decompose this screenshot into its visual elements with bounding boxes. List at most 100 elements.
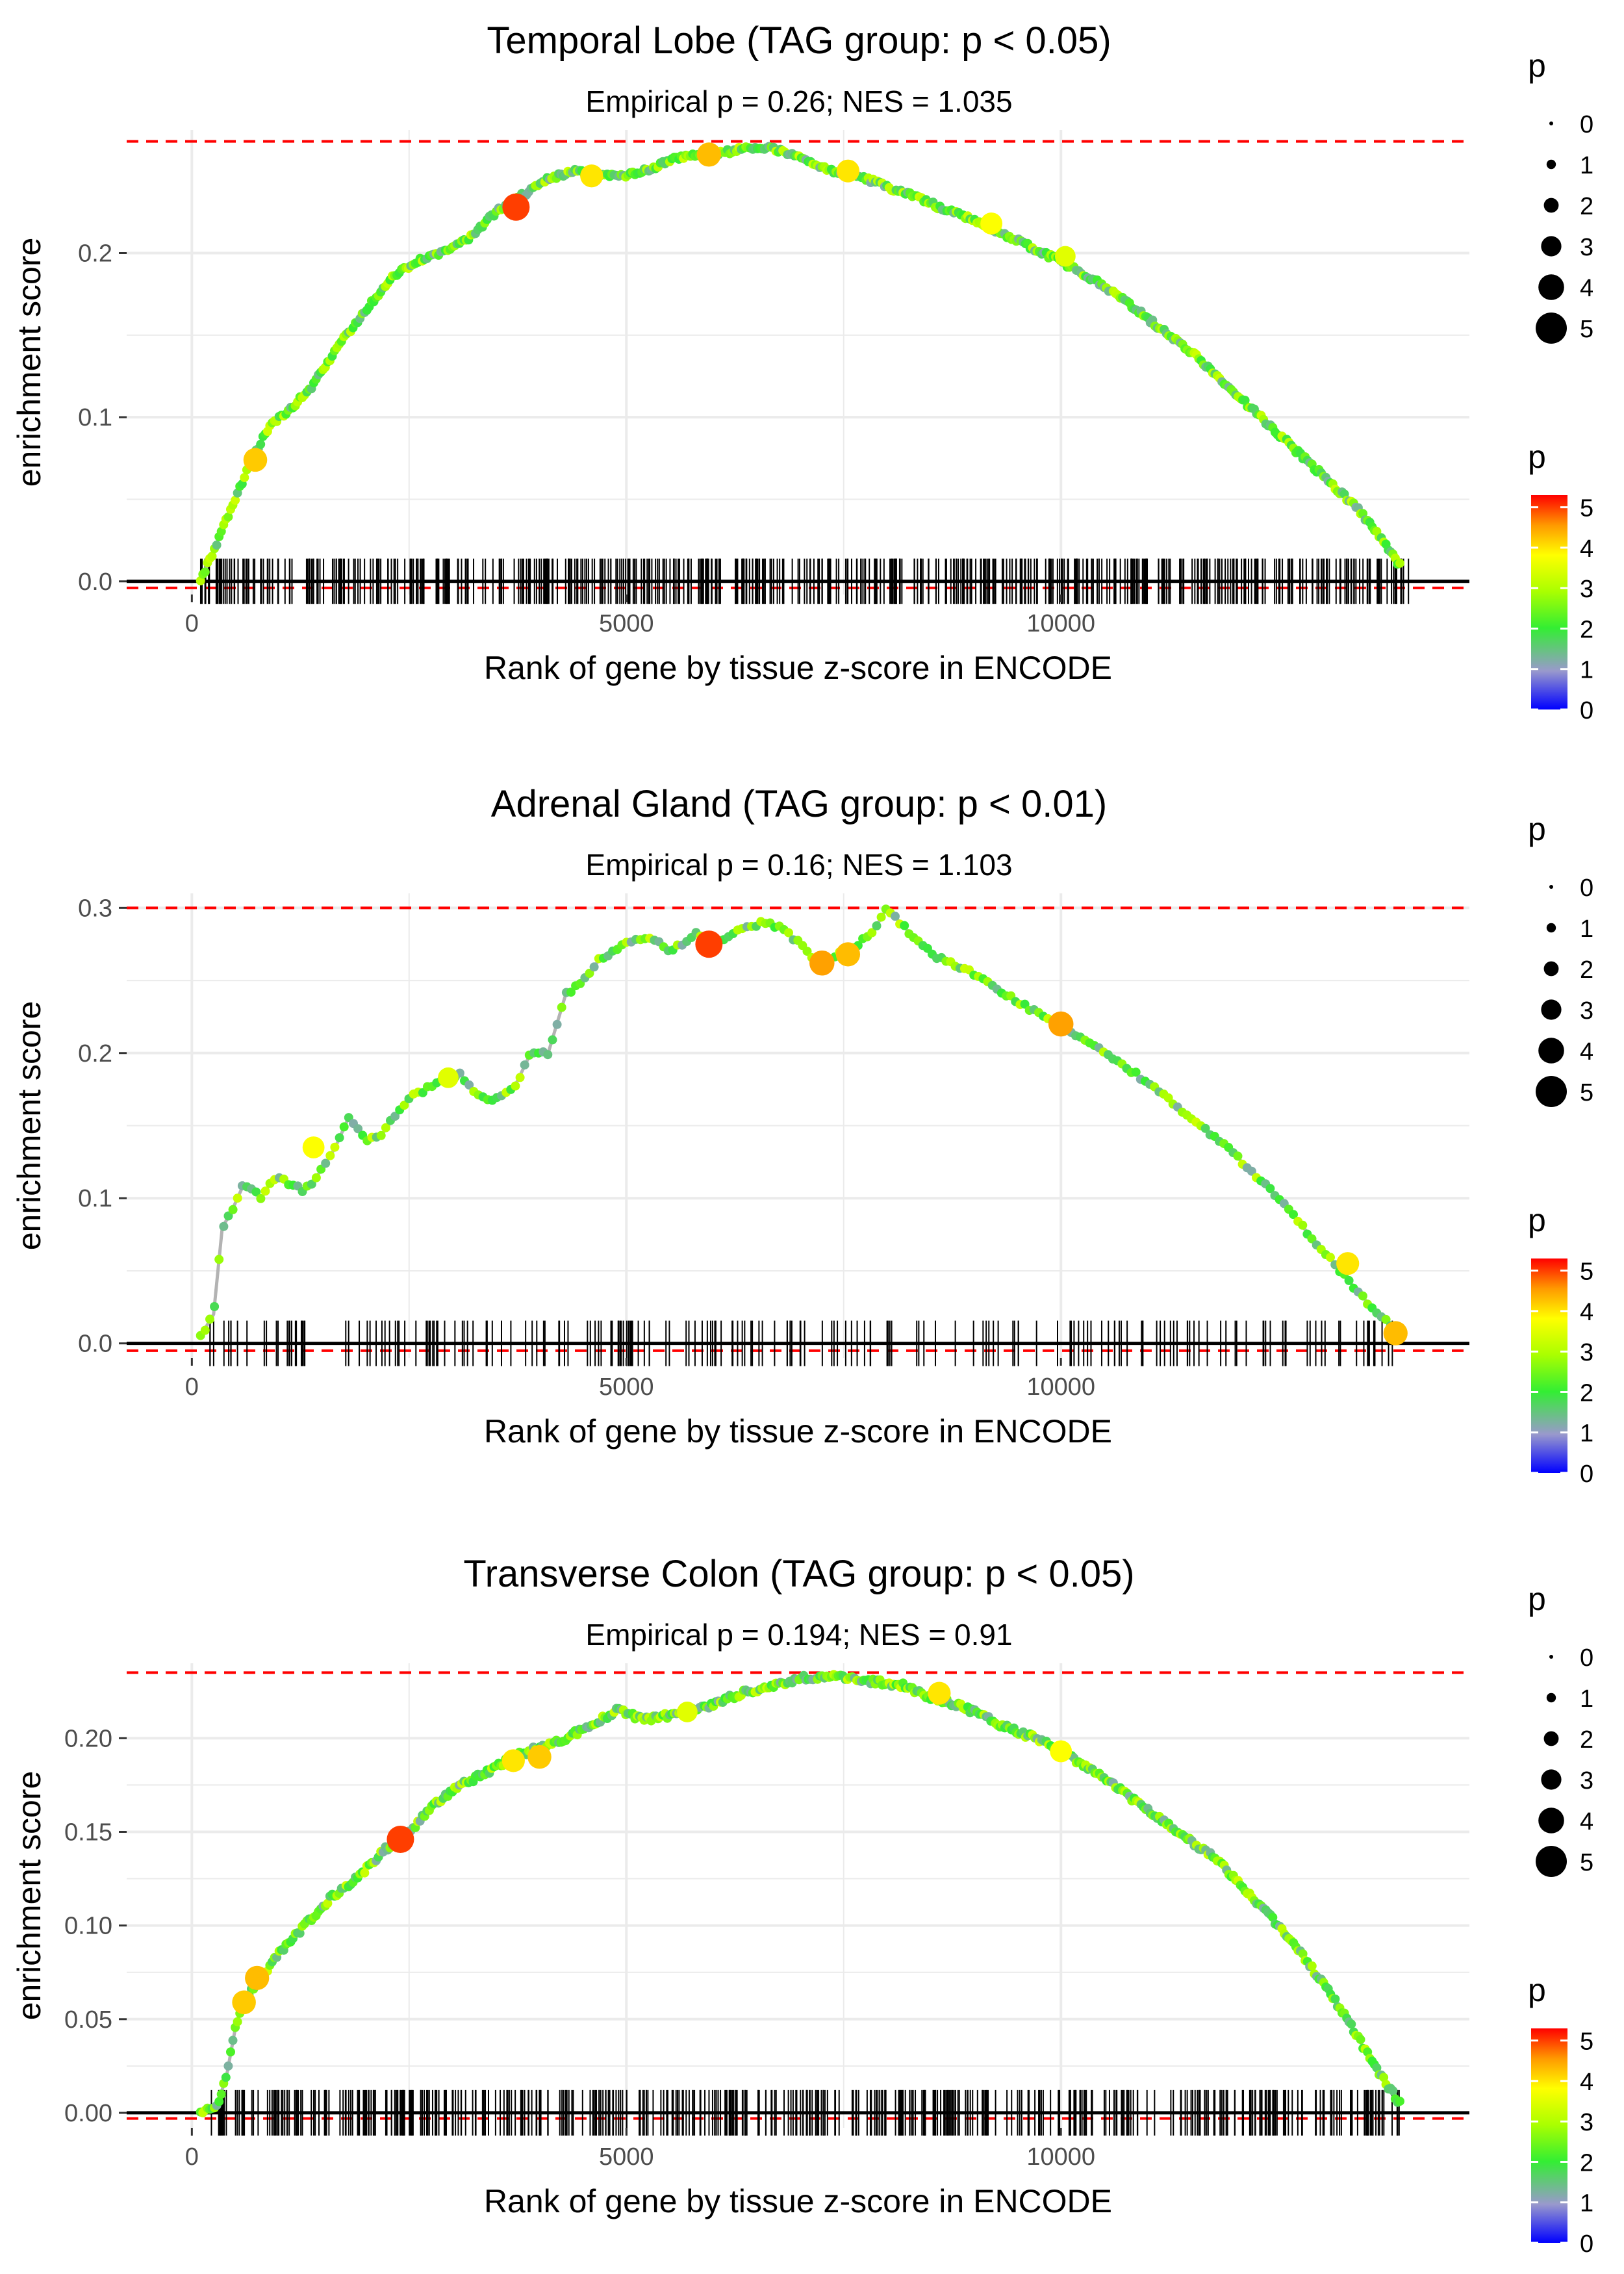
curve-point	[231, 495, 240, 505]
highlight-point	[232, 1990, 256, 2015]
curve-point	[543, 1050, 553, 1060]
highlight-point	[438, 1067, 459, 1088]
x-tick-label: 10000	[1026, 2143, 1095, 2171]
y-tick-label: 0.15	[64, 1819, 112, 1846]
chart-title: Transverse Colon (TAG group: p < 0.05)	[463, 1553, 1134, 1595]
gridlines	[127, 893, 1469, 1358]
y-tick-label: 0.0	[78, 568, 112, 596]
curve-point	[335, 1133, 344, 1143]
curve-point	[207, 552, 217, 561]
curve-point	[311, 1173, 321, 1182]
curve-point	[867, 928, 877, 938]
color-legend-label: 1	[1580, 2190, 1593, 2217]
highlight-points	[232, 1681, 1072, 2015]
color-legend-bar	[1531, 495, 1567, 709]
enrichment-line	[199, 144, 1402, 582]
y-tick-label: 0.1	[78, 404, 112, 431]
highlight-point	[527, 1744, 552, 1769]
highlight-point	[387, 1826, 414, 1854]
x-tick-label: 10000	[1026, 1373, 1095, 1401]
size-legend-label: 1	[1580, 915, 1593, 943]
curve-point	[214, 2097, 224, 2106]
curve-point	[323, 1898, 333, 1908]
color-legend-label: 0	[1580, 697, 1593, 724]
y-axis-title: enrichment score	[11, 1001, 47, 1251]
y-tick-label: 0.3	[78, 895, 112, 922]
y-tick-label: 0.20	[64, 1725, 112, 1752]
size-legend-dot	[1543, 961, 1559, 977]
color-legend-label: 5	[1580, 495, 1593, 522]
curve-point	[251, 1187, 261, 1197]
axes: 0 5000 10000 0.0 0.1 0.2	[78, 240, 1095, 637]
x-tick-label: 5000	[599, 1373, 654, 1401]
curve-point	[1326, 1253, 1335, 1262]
x-axis-title: Rank of gene by tissue z-score in ENCODE	[484, 650, 1112, 686]
color-legend-label: 1	[1580, 1420, 1593, 1448]
size-legend-label: 4	[1580, 275, 1593, 302]
color-legend-label: 2	[1580, 1379, 1593, 1407]
x-tick-label: 0	[185, 1373, 199, 1401]
curve-point	[784, 928, 793, 938]
highlight-point	[677, 1702, 698, 1722]
curve-point	[1356, 2035, 1365, 2045]
size-legend-label: 1	[1580, 1685, 1593, 1713]
curve-point	[400, 1101, 409, 1110]
curve-point	[589, 962, 599, 972]
chart-title: Temporal Lobe (TAG group: p < 0.05)	[487, 19, 1111, 62]
curve-point	[325, 1151, 335, 1160]
highlight-point	[928, 1681, 951, 1705]
color-legend-label: 0	[1580, 1461, 1593, 1488]
curve-point	[223, 2061, 233, 2071]
chart-subtitle: Empirical p = 0.26; NES = 1.035	[585, 84, 1012, 118]
curve-point	[233, 2017, 242, 2026]
curve-point	[552, 1019, 562, 1029]
highlight-point	[1050, 1740, 1072, 1763]
size-legend-label: 5	[1580, 316, 1593, 343]
curve-point	[1247, 1166, 1256, 1176]
highlight-point	[243, 448, 268, 472]
highlight-point	[245, 1965, 270, 1990]
chart-subtitle: Empirical p = 0.194; NES = 0.91	[585, 1618, 1012, 1652]
curve-point	[1372, 2063, 1382, 2073]
curve-point	[891, 912, 900, 921]
highlight-point	[1383, 1321, 1408, 1346]
chart-panel: Transverse Colon (TAG group: p < 0.05) Em…	[11, 1553, 1593, 2258]
curve-point	[210, 1302, 220, 1311]
chart-panel: Temporal Lobe (TAG group: p < 0.05) Empir…	[11, 19, 1593, 724]
size-legend: p 0 1 2 3 4 5	[1528, 811, 1593, 1107]
highlight-point	[696, 142, 721, 167]
curve-point	[1307, 1234, 1317, 1244]
x-axis-title: Rank of gene by tissue z-score in ENCODE	[484, 1413, 1112, 1450]
curve-points	[196, 142, 1404, 585]
curve-point	[221, 2073, 231, 2082]
curve-point	[200, 1325, 210, 1335]
curve-point	[260, 1186, 270, 1196]
color-legend-bar	[1531, 1258, 1567, 1473]
size-legend-dot	[1538, 274, 1564, 300]
curve-point	[1265, 1184, 1275, 1194]
size-legend-dot	[1549, 121, 1553, 125]
size-legend-label: 0	[1580, 111, 1593, 138]
color-legend-label: 2	[1580, 616, 1593, 643]
curve-point	[205, 1314, 214, 1324]
highlight-point	[580, 164, 603, 188]
size-legend-dot	[1541, 1769, 1562, 1790]
curve-point	[381, 1123, 390, 1132]
highlight-points	[243, 142, 1076, 472]
color-legend-label: 3	[1580, 576, 1593, 603]
curve-point	[548, 1035, 557, 1045]
color-legend-bar	[1531, 2028, 1567, 2243]
curve-point	[1344, 1275, 1354, 1285]
curve-point	[360, 1868, 370, 1878]
size-legend-label: 1	[1580, 152, 1593, 179]
y-axis-title: enrichment score	[11, 238, 47, 487]
curve-point	[226, 2047, 235, 2057]
size-legend-label: 4	[1580, 1808, 1593, 1835]
x-axis-title: Rank of gene by tissue z-score in ENCODE	[484, 2183, 1112, 2219]
curve-points	[196, 904, 1404, 1340]
curve-point	[216, 2089, 226, 2099]
enrichment-line	[199, 1674, 1402, 2115]
size-legend-dot	[1543, 1731, 1559, 1746]
size-legend-dot	[1541, 236, 1562, 257]
size-legend-dot	[1546, 159, 1556, 170]
